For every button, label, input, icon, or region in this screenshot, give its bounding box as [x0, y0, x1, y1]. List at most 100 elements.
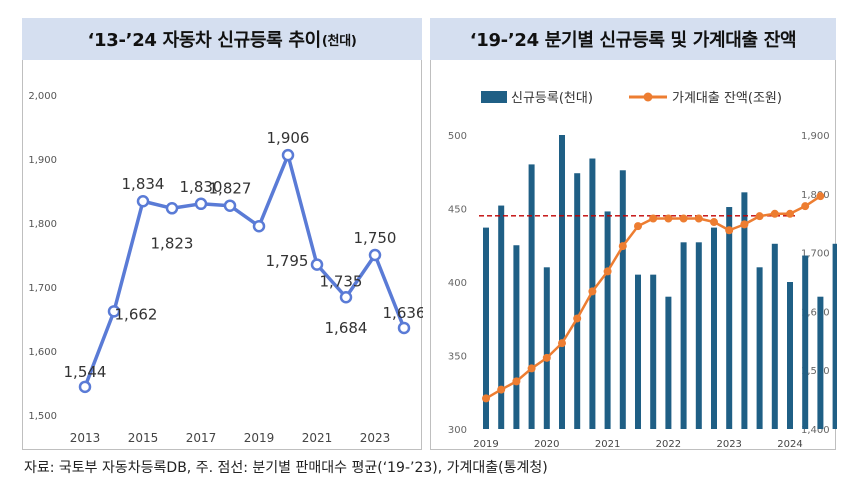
y-tick-label: 2,000 [28, 91, 57, 102]
bar [604, 211, 611, 429]
bar [787, 282, 793, 429]
loan-data-point [573, 314, 582, 323]
x-tick-label: 2019 [244, 431, 275, 445]
loan-data-point [542, 353, 551, 362]
y-tick-label: 1,800 [28, 219, 57, 230]
legend-line-label: 가계대출 잔액(조원) [672, 91, 782, 106]
data-point [310, 258, 324, 271]
bar [483, 227, 489, 429]
x-tick-label: 2020 [534, 439, 559, 450]
legend-bar-label: 신규등록(천대) [511, 91, 593, 106]
y-left-tick-label: 500 [448, 131, 467, 142]
bar [832, 243, 837, 429]
loan-data-point [816, 192, 825, 201]
x-tick-label: 2021 [302, 431, 333, 445]
y-left-tick-label: 350 [448, 352, 467, 363]
y-right-tick-label: 1,700 [801, 249, 830, 260]
left-chart-title: ‘13-’24 자동차 신규등록 추이 (천대) [22, 18, 422, 60]
data-label: 1,684 [325, 319, 368, 337]
bar [498, 205, 505, 429]
y-right-tick-label: 1,400 [801, 425, 830, 436]
loan-data-point [603, 267, 612, 276]
legend-bar-swatch [481, 91, 507, 103]
y-tick-label: 1,600 [28, 347, 57, 358]
x-tick-label: 2022 [656, 439, 681, 450]
bar [802, 255, 809, 429]
bar [513, 245, 520, 429]
loan-data-point [786, 209, 794, 218]
series-line [83, 153, 406, 388]
loan-data-point [558, 339, 566, 348]
data-point [368, 248, 382, 262]
loan-data-point [694, 214, 703, 223]
y-left-tick-label: 400 [448, 278, 467, 289]
x-tick-label: 2023 [716, 439, 741, 450]
loan-data-point [618, 242, 627, 251]
y-tick-label: 1,900 [28, 155, 57, 166]
loan-data-point [497, 385, 506, 394]
left-line-chart: 1,500 1,600 1,700 1,800 1,900 2,000 2013 2015 20… [28, 91, 423, 445]
x-tick-label: 2019 [473, 439, 498, 450]
loan-data-point [710, 218, 718, 227]
bar [726, 207, 733, 429]
bar [635, 274, 641, 429]
bar [574, 173, 581, 429]
bar [665, 296, 672, 429]
loan-data-point [755, 212, 764, 221]
bar [711, 227, 717, 429]
data-point [339, 290, 353, 304]
bar [771, 243, 778, 429]
bar [559, 135, 565, 429]
data-label: 1,662 [115, 305, 158, 323]
right-chart-plot-area: 신규등록(천대) 가계대출 잔액(조원) 300 350 400 450 500 1,400 1… [430, 60, 837, 450]
loan-data-point [634, 222, 642, 231]
data-label: 1,823 [151, 234, 194, 252]
y-right-tick-label: 1,800 [801, 190, 830, 201]
data-label: 1,750 [354, 229, 397, 247]
loan-data-point [801, 202, 810, 211]
bar [650, 274, 657, 429]
loan-data-point [679, 214, 688, 223]
bar [680, 242, 687, 429]
data-label: 1,795 [266, 252, 309, 270]
legend-line-marker [643, 92, 653, 102]
loan-data-point [512, 377, 521, 386]
data-label: 1,830 [180, 178, 223, 196]
data-label: 1,906 [267, 129, 310, 147]
right-chart-title: ‘19-’24 분기별 신규등록 및 가계대출 잔액 [430, 18, 836, 60]
loan-data-point [649, 214, 658, 223]
left-chart-title-unit: (천대) [321, 33, 357, 49]
x-tick-label: 2017 [186, 431, 217, 445]
x-tick-label: 2021 [595, 439, 620, 450]
loan-data-point [664, 214, 673, 223]
right-combo-chart: 신규등록(천대) 가계대출 잔액(조원) 300 350 400 450 500 1,400 1… [448, 91, 837, 450]
loan-data-point [725, 226, 734, 235]
data-point [281, 148, 295, 162]
left-chart-title-text: ‘13-’24 자동차 신규등록 추이 [87, 30, 322, 51]
left-chart-panel: ‘13-’24 자동차 신규등록 추이 (천대) 1,500 1,600 1,700 1… [22, 18, 423, 450]
y-tick-label: 1,700 [28, 283, 57, 294]
left-chart-plot-area: 1,500 1,600 1,700 1,800 1,900 2,000 2013 2015 20… [22, 60, 423, 450]
data-point [107, 305, 121, 318]
y-tick-label: 1,500 [28, 411, 57, 422]
loan-data-point [588, 287, 597, 296]
y-right-tick-label: 1,500 [801, 366, 830, 377]
loan-data-point [482, 394, 490, 403]
x-tick-label: 2024 [777, 439, 802, 450]
y-right-tick-label: 1,900 [801, 131, 830, 142]
bar [695, 242, 702, 429]
bar [817, 296, 824, 429]
data-point [397, 321, 411, 335]
loan-data-point [527, 364, 536, 373]
x-tick-label: 2023 [360, 431, 391, 445]
x-tick-label: 2013 [70, 431, 101, 445]
data-point [252, 219, 266, 233]
data-label: 1,544 [64, 363, 107, 381]
data-label: 1,827 [209, 180, 252, 198]
data-label: 1,834 [122, 175, 165, 193]
data-label: 1,636 [383, 304, 423, 322]
right-chart-title-text: ‘19-’24 분기별 신규등록 및 가계대출 잔액 [469, 30, 797, 51]
y-left-tick-label: 300 [448, 425, 467, 436]
y-right-tick-label: 1,600 [801, 307, 830, 318]
data-point [136, 194, 150, 208]
